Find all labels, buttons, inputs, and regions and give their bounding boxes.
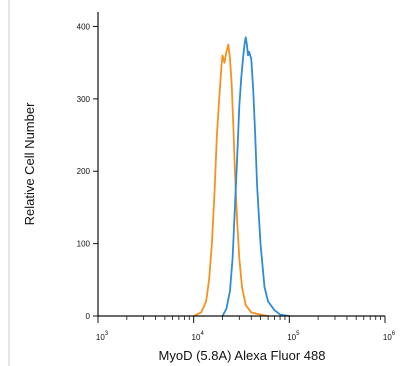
y-tick-label: 400 [77, 22, 91, 31]
x-axis-title: MyoD (5.8A) Alexa Fluor 488 [159, 348, 326, 363]
y-tick-label: 100 [77, 240, 91, 249]
y-axis-title: Relative Cell Number [22, 102, 37, 225]
x-tick-exponent: 5 [296, 331, 300, 337]
y-tick-label: 0 [86, 312, 91, 321]
x-tick-label: 106 [383, 331, 396, 342]
left-divider [8, 0, 10, 366]
series-layer [192, 36, 291, 317]
x-tick-exponent: 6 [392, 331, 396, 337]
y-tick-label: 300 [77, 95, 91, 104]
x-ticks: 103 104 105 106 [96, 316, 396, 342]
y-ticks: 0 100 200 300 400 [77, 22, 98, 321]
x-tick-exponent: 3 [105, 331, 109, 337]
x-tick-base: 10 [192, 333, 201, 342]
x-tick-label: 105 [287, 331, 300, 342]
x-tick-base: 10 [287, 333, 296, 342]
x-tick-base: 10 [383, 333, 392, 342]
x-tick-label: 104 [192, 331, 205, 342]
series-line-2 [221, 36, 291, 317]
series-line-1 [192, 43, 269, 317]
axes-layer [97, 12, 385, 317]
x-tick-label: 103 [96, 331, 109, 342]
x-tick-base: 10 [96, 333, 105, 342]
x-tick-exponent: 4 [200, 331, 204, 337]
y-tick-label: 200 [77, 167, 91, 176]
